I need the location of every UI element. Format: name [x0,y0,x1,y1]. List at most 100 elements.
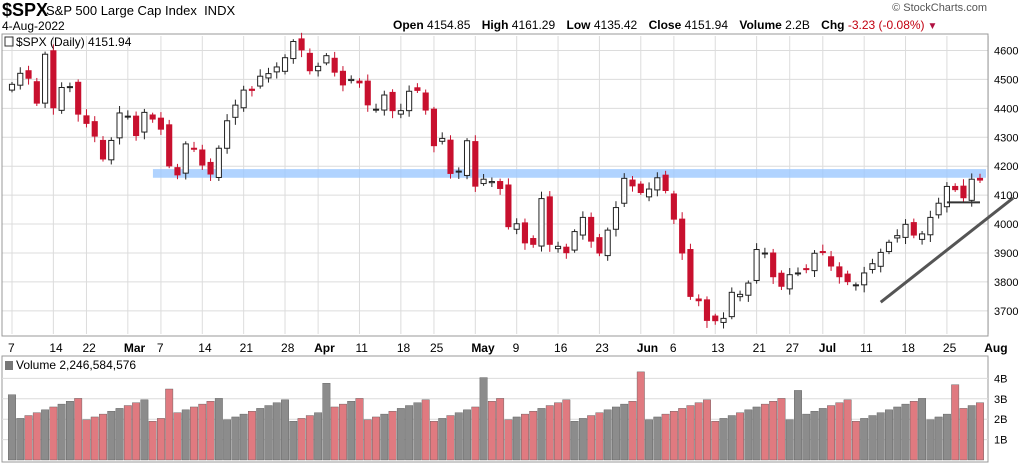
candle-body [190,147,198,150]
candle [819,244,826,256]
volume-bar [595,412,604,461]
volume-bar [32,412,41,461]
volume-bar [148,421,157,461]
candle-body [273,66,280,73]
volume-bar [173,412,182,461]
candle [612,201,620,237]
candle [83,109,90,128]
volume-bar [388,411,397,461]
candle [943,182,950,213]
x-tick-label: 11 [355,341,368,355]
candle [372,103,380,113]
candle-body [720,317,727,323]
candle-body [265,73,272,79]
candle-body [472,141,479,187]
candle [455,167,462,179]
candle [50,44,57,115]
volume-bar [181,409,190,461]
x-tick-label: 13 [711,341,725,355]
high-value: 4161.29 [511,18,556,32]
volume-tick-label: 3B [994,394,1007,406]
candle [968,173,975,207]
volume-bar [926,419,935,461]
candle [563,243,570,259]
candle-body [894,235,901,239]
candle-body [323,55,330,64]
volume-bar [909,401,918,461]
candle-body [728,291,735,318]
candle-body [364,80,371,106]
y-tick-label: 4600 [994,45,1018,57]
candle-body [116,112,123,139]
volume-bar [248,411,256,461]
candle [935,197,942,219]
volume-bar [231,416,240,461]
candle [546,191,553,252]
candle-body [554,245,562,250]
x-tick-label: 23 [595,341,609,355]
candles [8,32,984,329]
volume-bar [694,402,703,461]
candle [348,75,355,84]
candle [621,173,628,207]
candle [960,179,967,203]
candle [571,229,578,253]
candle-body [712,315,719,322]
volume-legend: Volume 2,246,584,576 [16,358,136,372]
volume-bar [504,419,513,461]
x-tick-label: 16 [554,341,568,355]
candle-body [348,78,355,82]
candle-body [819,251,826,254]
candle-body [480,178,487,185]
candle-body [91,121,98,137]
candle [761,247,768,259]
volume-bar [752,406,761,461]
candle-body [513,223,520,230]
candle-body [488,181,495,184]
volume-bar [603,409,612,461]
volume-bar [49,406,58,461]
volume-bar [661,413,670,461]
volume-bar [669,411,678,461]
candle-body [25,70,32,79]
candle [538,191,545,252]
candle-body [976,177,984,181]
candle-body [919,233,926,240]
candle [737,290,744,302]
volume-bar [885,409,893,461]
candle-body [397,110,404,115]
candle [662,170,669,194]
x-tick-label: Aug [984,341,1007,355]
trendline [879,196,1015,304]
x-tick-label: 25 [943,341,957,355]
volume-bar [90,416,99,461]
candle-body [869,263,876,270]
candle-body [505,184,512,228]
candle-body [852,284,859,287]
candle-body [290,40,297,60]
candle [463,138,471,180]
candle-body [546,196,553,245]
candle [265,67,272,83]
volume-value: 2.2B [785,18,810,32]
candle-body [389,91,396,112]
candle-body [463,140,471,176]
copyright-text[interactable]: © StockCharts.com [892,2,987,14]
volume-bar [901,403,910,461]
candle [869,258,876,274]
candle-body [927,216,934,236]
chg-label: Chg [821,18,845,32]
candle [224,114,231,154]
volume-bar [322,383,331,461]
volume-bar [959,408,968,461]
volume-bar [794,390,802,461]
volume-bar [363,419,372,461]
candle-body [199,149,206,166]
volume-bar [727,415,736,461]
volume-tick-label: 4B [994,373,1007,385]
candle-body [99,139,107,160]
candle-body [315,65,322,72]
candle [472,135,479,192]
candle [315,62,322,77]
